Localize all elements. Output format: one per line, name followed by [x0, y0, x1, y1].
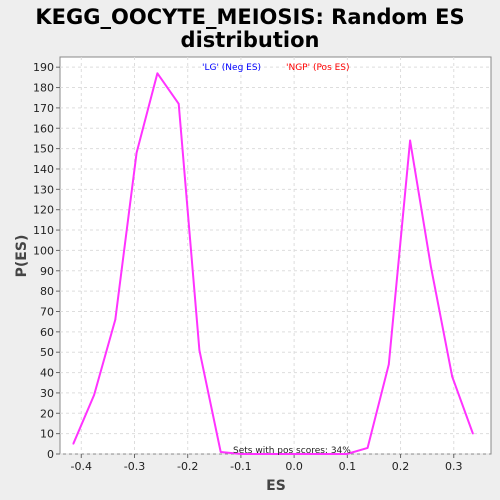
y-tick-label-10: 100 — [33, 244, 54, 257]
data-point-10 — [282, 453, 285, 455]
y-tick-label-7: 70 — [40, 305, 54, 318]
y-tick-label-15: 150 — [33, 143, 54, 156]
y-tick-label-17: 170 — [33, 102, 54, 115]
y-tick-label-8: 80 — [40, 285, 54, 298]
plot-area — [59, 56, 492, 455]
x-axis-ticks: -0.4 -0.3 -0.2 -0.1 0.0 0.1 0.2 0.3 — [71, 454, 463, 473]
data-point-1 — [93, 394, 95, 396]
x-tick-label-5: 0.1 — [339, 460, 357, 473]
data-point-19 — [472, 432, 474, 435]
data-point-4 — [156, 72, 159, 75]
y-tick-label-19: 190 — [33, 61, 54, 74]
data-point-5 — [177, 103, 180, 105]
y-tick-label-18: 180 — [33, 82, 54, 95]
data-point-12 — [324, 453, 327, 455]
y-tick-label-14: 140 — [33, 163, 54, 176]
data-point-7 — [219, 451, 222, 453]
grid — [60, 57, 491, 455]
data-point-11 — [303, 453, 306, 455]
data-point-13 — [346, 453, 348, 455]
y-tick-label-5: 50 — [40, 346, 54, 359]
x-tick-label-6: 0.2 — [392, 460, 410, 473]
legend-pos-es: 'NGP' (Pos ES) — [286, 63, 350, 73]
y-tick-label-3: 30 — [40, 387, 54, 400]
y-tick-label-12: 120 — [33, 204, 54, 217]
y-tick-label-6: 60 — [40, 326, 54, 339]
data-point-9 — [261, 453, 264, 455]
y-axis-label: P(ES) — [14, 235, 30, 278]
data-point-16 — [409, 139, 411, 142]
y-tick-label-11: 110 — [33, 224, 54, 237]
y-tick-label-9: 90 — [40, 265, 54, 278]
y-axis-ticks: 0 10 20 30 40 50 60 70 80 90 100 110 120 130 140 150 160… — [33, 61, 60, 461]
series-layer — [72, 72, 474, 455]
y-tick-label-13: 130 — [33, 183, 54, 196]
data-point-2 — [114, 318, 117, 321]
chart-title-line-2: distribution — [181, 28, 320, 52]
data-point-3 — [135, 151, 138, 154]
x-tick-label-4: 0.0 — [285, 460, 303, 473]
series-line-0 — [72, 72, 474, 455]
data-point-14 — [366, 447, 369, 449]
legend-neg-es: 'LG' (Neg ES) — [202, 63, 261, 73]
y-tick-label-0: 0 — [47, 448, 54, 461]
x-axis-label: ES — [266, 478, 286, 494]
data-point-17 — [430, 265, 432, 268]
x-tick-label-0: -0.4 — [71, 460, 92, 473]
x-tick-label-3: -0.1 — [230, 460, 251, 473]
data-point-15 — [388, 363, 390, 366]
chart-title-line-1: KEGG_OOCYTE_MEIOSIS: Random ES — [35, 5, 464, 29]
data-point-18 — [451, 375, 453, 378]
data-point-0 — [72, 443, 75, 445]
data-point-8 — [240, 453, 243, 455]
y-tick-label-2: 20 — [40, 407, 54, 420]
x-tick-label-7: 0.3 — [445, 460, 463, 473]
y-tick-label-16: 160 — [33, 122, 54, 135]
pos-scores-annotation: Sets with pos scores: 34% — [233, 446, 351, 456]
x-tick-label-2: -0.2 — [177, 460, 198, 473]
y-tick-label-1: 10 — [40, 428, 54, 441]
data-point-6 — [198, 349, 201, 351]
x-tick-label-1: -0.3 — [124, 460, 145, 473]
y-tick-label-4: 40 — [40, 367, 54, 380]
